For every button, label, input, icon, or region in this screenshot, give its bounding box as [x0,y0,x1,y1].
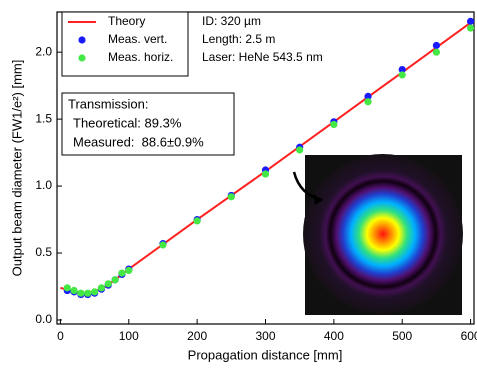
data-point [194,217,201,224]
x-axis-label: Propagation distance [mm] [188,347,343,362]
transmission-text: Measured: 88.6±0.9% [73,134,204,149]
x-tick-label: 0 [57,329,64,343]
data-point [330,121,337,128]
annotation: Length: 2.5 m [202,32,275,46]
data-point [77,290,84,297]
data-point [296,146,303,153]
data-point [467,18,474,25]
data-point [228,193,235,200]
data-point [125,267,132,274]
x-tick-label: 300 [255,329,275,343]
beam-profile [303,154,463,314]
data-point [399,71,406,78]
transmission-text: Theoretical: 89.3% [73,115,182,130]
y-tick-label: 0.0 [35,312,52,326]
y-tick-label: 0.5 [35,245,52,259]
data-point [433,42,440,49]
data-point [91,288,98,295]
data-point [98,284,105,291]
data-point [118,270,125,277]
y-tick-label: 1.0 [35,178,52,192]
data-point [70,287,77,294]
x-tick-label: 100 [119,329,139,343]
legend-label: Theory [108,14,145,28]
x-tick-label: 400 [324,329,344,343]
data-point [84,290,91,297]
data-point [159,241,166,248]
data-point [364,98,371,105]
y-tick-label: 1.5 [35,111,52,125]
annotation: ID: 320 µm [202,14,261,28]
legend-marker [78,54,85,61]
chart: Propagation distance [mm] Output beam di… [0,0,477,368]
data-point [64,284,71,291]
data-point [105,280,112,287]
y-axis-label: Output beam diameter (FW1/e²) [mm] [9,60,24,277]
data-point [112,276,119,283]
data-point [433,49,440,56]
x-tick-label: 600 [461,329,477,343]
x-tick-label: 500 [392,329,412,343]
legend-marker [78,36,85,43]
data-point [467,24,474,31]
x-tick-label: 200 [187,329,207,343]
y-tick-label: 2.0 [35,44,52,58]
annotation: Laser: HeNe 543.5 nm [202,50,323,64]
data-point [262,170,269,177]
legend-label: Meas. vert. [108,32,167,46]
legend-label: Meas. horiz. [108,50,173,64]
transmission-text: Transmission: [68,96,148,111]
